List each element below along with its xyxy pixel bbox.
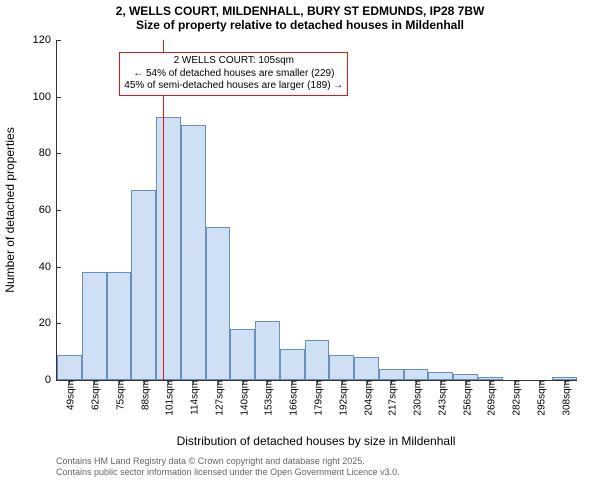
x-tick-mark [119,380,120,384]
x-tick: 114sqm [186,380,201,415]
histogram-bar [107,272,132,380]
x-tick: 243sqm [433,380,448,416]
x-tick: 282sqm [508,380,523,416]
x-tick-mark [342,380,343,384]
x-tick: 179sqm [310,380,325,416]
y-tick: 20 [39,317,57,329]
credits-line-2: Contains public sector information licen… [56,467,400,478]
x-tick: 153sqm [260,380,275,416]
histogram-bar [57,355,82,381]
x-tick-mark [267,380,268,384]
x-tick-mark [168,380,169,384]
title-line-1: 2, WELLS COURT, MILDENHALL, BURY ST EDMU… [0,4,600,18]
x-tick: 62sqm [87,380,102,410]
histogram-bar [428,372,453,381]
x-tick: 295sqm [532,380,547,416]
x-tick: 75sqm [111,380,126,410]
x-tick-mark [565,380,566,384]
credits-line-1: Contains HM Land Registry data © Crown c… [56,456,400,467]
x-tick-mark [416,380,417,384]
x-tick: 217sqm [384,380,399,416]
histogram-bar [82,272,107,380]
histogram-bar [131,190,156,380]
y-tick: 0 [45,374,57,386]
x-tick: 204sqm [359,380,374,416]
title-block: 2, WELLS COURT, MILDENHALL, BURY ST EDMU… [0,0,600,33]
x-tick: 140sqm [235,380,250,416]
histogram-bar [379,369,404,380]
x-tick-mark [540,380,541,384]
annotation-line: 2 WELLS COURT: 105sqm [124,55,343,68]
histogram-bar [206,227,231,380]
x-tick-mark [391,380,392,384]
y-axis-label: Number of detached properties [3,127,17,292]
annotation-line: ← 54% of detached houses are smaller (22… [124,68,343,81]
x-tick-mark [94,380,95,384]
credits-block: Contains HM Land Registry data © Crown c… [56,456,400,478]
x-tick-mark [243,380,244,384]
x-tick-mark [367,380,368,384]
histogram-bar [156,117,181,381]
x-tick-mark [292,380,293,384]
histogram-bar [404,369,429,380]
x-tick: 88sqm [136,380,151,410]
x-tick-mark [193,380,194,384]
x-tick-mark [466,380,467,384]
histogram-bar [329,355,354,381]
annotation-line: 45% of semi-detached houses are larger (… [124,80,343,93]
histogram-bar [305,340,330,380]
x-tick-mark [515,380,516,384]
histogram-bar [230,329,255,380]
x-tick: 166sqm [285,380,300,416]
histogram-bar [354,357,379,380]
chart-container: 2, WELLS COURT, MILDENHALL, BURY ST EDMU… [0,0,600,500]
x-tick-mark [441,380,442,384]
y-tick: 100 [33,91,57,103]
plot-area: 02040608010012049sqm62sqm75sqm88sqm101sq… [56,40,577,381]
y-tick: 80 [39,147,57,159]
x-tick: 127sqm [210,380,225,416]
histogram-bar [255,321,280,381]
x-tick: 192sqm [334,380,349,416]
x-tick-mark [317,380,318,384]
y-tick: 40 [39,261,57,273]
x-tick: 230sqm [409,380,424,416]
x-tick: 49sqm [62,380,77,410]
x-tick-mark [144,380,145,384]
annotation-box: 2 WELLS COURT: 105sqm← 54% of detached h… [119,52,348,96]
x-tick: 269sqm [483,380,498,416]
y-tick: 60 [39,204,57,216]
x-tick-mark [69,380,70,384]
x-axis-label: Distribution of detached houses by size … [56,434,576,448]
y-tick: 120 [33,34,57,46]
histogram-bar [280,349,305,380]
x-tick-mark [218,380,219,384]
x-tick-mark [490,380,491,384]
x-tick: 101sqm [161,380,176,416]
title-line-2: Size of property relative to detached ho… [0,18,600,32]
histogram-bar [181,125,206,380]
x-tick: 308sqm [557,380,572,416]
x-tick: 256sqm [458,380,473,416]
